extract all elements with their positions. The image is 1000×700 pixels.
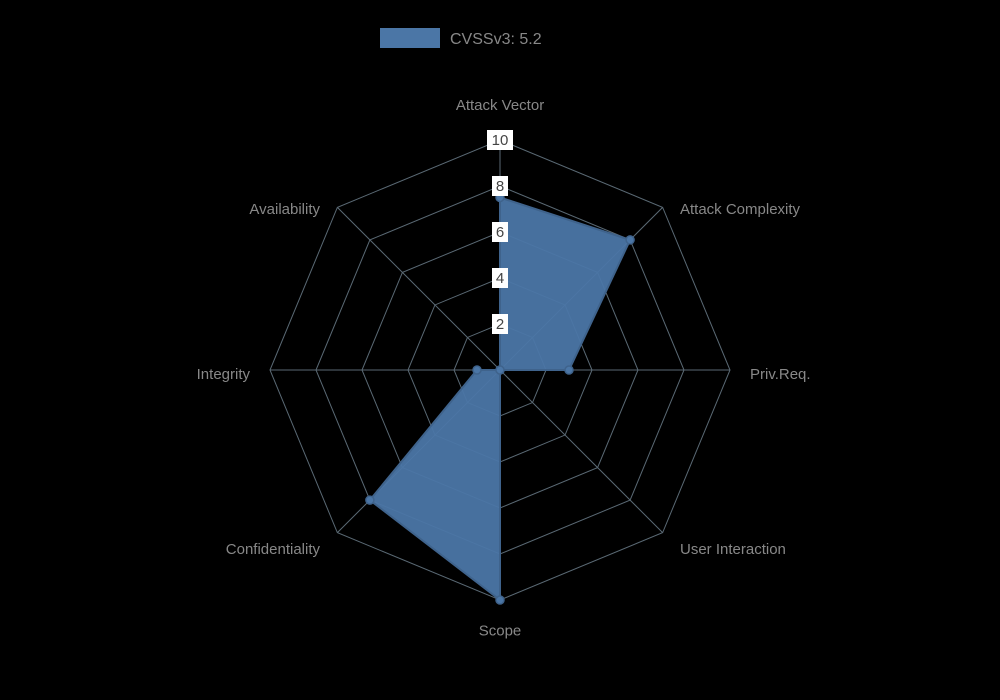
series-marker [565,366,573,374]
tick-label: 2 [496,316,504,333]
tick-label: 4 [496,270,504,287]
axis-label: Priv.Req. [750,366,811,383]
radar-chart: 2 4 6 8 10 Attack Vector Attack Complexity Priv… [0,0,1000,700]
legend: CVSSv3: 5.2 [380,28,542,48]
axis-label: Attack Complexity [680,201,801,218]
tick-label: 6 [496,224,504,241]
axis-label: User Interaction [680,541,786,558]
series-marker [366,496,374,504]
series-marker [473,366,481,374]
tick-label: 8 [496,178,504,195]
series-marker [626,236,634,244]
series-marker [496,366,504,374]
legend-swatch [380,28,440,48]
series-marker [496,596,504,604]
axis-label: Scope [479,622,522,639]
axis-label: Integrity [197,366,251,383]
tick-label: 10 [492,132,509,149]
legend-label: CVSSv3: 5.2 [450,31,542,48]
axis-label: Confidentiality [226,541,321,558]
axis-label: Attack Vector [456,97,544,114]
axis-label: Availability [249,201,320,218]
